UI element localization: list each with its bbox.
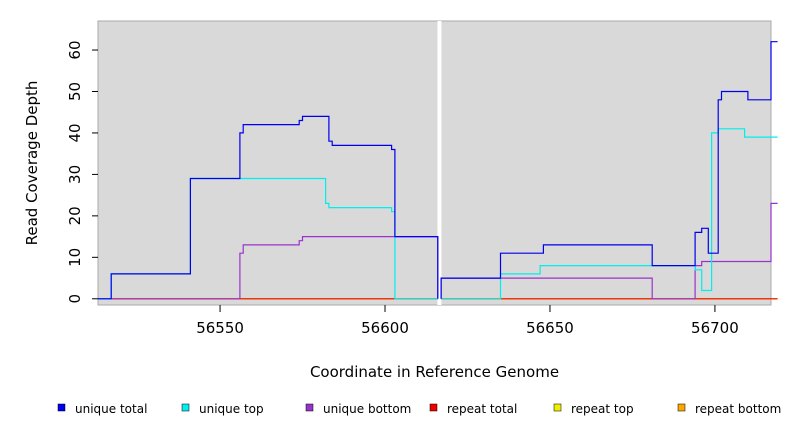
y-tick-label-50: 50 <box>66 82 84 101</box>
legend-label-unique-total: unique total <box>75 402 147 416</box>
legend-label-unique-bottom: unique bottom <box>323 402 411 416</box>
legend-swatch-unique-bottom <box>305 403 314 412</box>
y-tick-label-0: 0 <box>66 294 84 304</box>
x-tick-label-56650: 56650 <box>526 319 574 337</box>
legend-swatch-repeat-bottom <box>677 403 686 412</box>
y-axis-label: Read Coverage Depth <box>23 81 41 246</box>
legend-swatch-unique-top <box>181 403 190 412</box>
y-tick-label-20: 20 <box>66 206 84 225</box>
axes-group: 56550 56600 56650 56700 0 10 20 30 40 50 60 <box>66 40 739 337</box>
series-unique-total-line-1 <box>98 115 439 300</box>
legend-swatch-repeat-total <box>429 403 438 412</box>
x-tick-label-56700: 56700 <box>691 319 739 337</box>
y-tick-label-60: 60 <box>66 40 84 59</box>
series-unique-total-line-2 <box>440 41 778 299</box>
legend-label-repeat-top: repeat top <box>571 402 634 416</box>
legend-label-unique-top: unique top <box>199 402 264 416</box>
x-tick-label-56600: 56600 <box>361 319 409 337</box>
y-tick-label-30: 30 <box>66 165 84 184</box>
y-tick-label-40: 40 <box>66 123 84 142</box>
gap-marker <box>437 21 442 305</box>
legend-label-repeat-total: repeat total <box>447 402 517 416</box>
legend-swatch-unique-total <box>57 403 66 412</box>
series-unique-top-line-2 <box>441 128 778 300</box>
plot-background <box>97 20 772 306</box>
series-unique-bottom-line-1 <box>98 236 439 300</box>
legend-label-repeat-bottom: repeat bottom <box>695 402 781 416</box>
y-tick-label-10: 10 <box>66 248 84 267</box>
series-group <box>98 41 778 300</box>
x-axis-label: Coordinate in Reference Genome <box>310 363 559 381</box>
x-tick-label-56550: 56550 <box>196 319 244 337</box>
legend-swatch-repeat-top <box>553 403 562 412</box>
legend: unique total unique top unique bottom repea… <box>57 402 781 416</box>
